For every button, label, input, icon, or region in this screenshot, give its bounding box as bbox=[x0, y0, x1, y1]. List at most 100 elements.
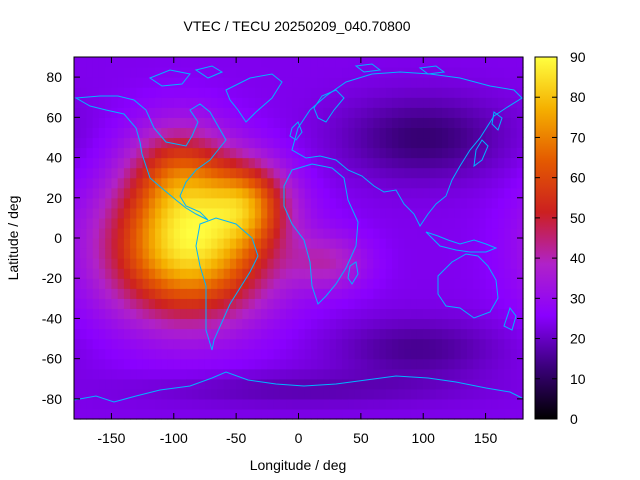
heatmap-cell bbox=[435, 318, 443, 330]
heatmap-cell bbox=[130, 278, 137, 289]
heatmap-cell bbox=[485, 248, 493, 259]
heatmap-cell bbox=[254, 187, 262, 199]
heatmap-cell bbox=[466, 368, 474, 380]
heatmap-cell bbox=[485, 117, 493, 128]
heatmap-cell bbox=[317, 177, 325, 189]
heatmap-cell bbox=[167, 77, 175, 88]
heatmap-cell bbox=[92, 358, 100, 370]
heatmap-cell bbox=[510, 348, 518, 360]
heatmap-cell bbox=[435, 358, 443, 370]
heatmap-cell bbox=[86, 147, 94, 159]
heatmap-cell bbox=[236, 338, 243, 350]
heatmap-cell bbox=[367, 408, 374, 420]
heatmap-cell bbox=[267, 197, 275, 209]
heatmap-cell bbox=[404, 278, 412, 289]
heatmap-cell bbox=[448, 328, 456, 340]
heatmap-cell bbox=[460, 197, 468, 209]
heatmap-cell bbox=[298, 248, 306, 259]
heatmap-cell bbox=[186, 268, 194, 279]
heatmap-cell bbox=[385, 107, 393, 118]
heatmap-cell bbox=[254, 147, 262, 159]
heatmap-cell bbox=[211, 167, 219, 179]
heatmap-cell bbox=[498, 358, 505, 370]
heatmap-cell bbox=[479, 117, 487, 128]
heatmap-cell bbox=[136, 328, 144, 340]
heatmap-cell bbox=[348, 127, 356, 139]
heatmap-cell bbox=[111, 147, 119, 159]
heatmap-cell bbox=[504, 147, 512, 159]
heatmap-cell bbox=[373, 147, 381, 159]
heatmap-cell bbox=[261, 268, 268, 279]
heatmap-cell bbox=[360, 288, 368, 299]
heatmap-cell bbox=[323, 338, 331, 350]
heatmap-cell bbox=[80, 248, 88, 259]
heatmap-cell bbox=[416, 107, 424, 118]
heatmap-cell bbox=[105, 238, 113, 249]
heatmap-cell bbox=[192, 368, 200, 380]
heatmap-cell bbox=[92, 137, 100, 149]
heatmap-cell bbox=[223, 288, 231, 299]
heatmap-cell bbox=[335, 238, 343, 249]
heatmap-cell bbox=[105, 328, 113, 340]
heatmap-cell bbox=[142, 187, 150, 199]
heatmap-cell bbox=[279, 398, 287, 410]
heatmap-cell bbox=[204, 157, 212, 169]
heatmap-cell bbox=[304, 258, 312, 269]
heatmap-cell bbox=[516, 348, 524, 360]
heatmap-cell bbox=[74, 408, 81, 420]
heatmap-cell bbox=[304, 227, 312, 239]
heatmap-cell bbox=[173, 328, 181, 340]
heatmap-cell bbox=[173, 338, 181, 350]
heatmap-cell bbox=[392, 258, 399, 269]
heatmap-cell bbox=[142, 328, 150, 340]
heatmap-cell bbox=[504, 248, 512, 259]
heatmap-cell bbox=[510, 268, 518, 279]
heatmap-cell bbox=[292, 187, 300, 199]
heatmap-cell bbox=[404, 197, 412, 209]
heatmap-cell bbox=[223, 207, 231, 219]
heatmap-cell bbox=[180, 248, 187, 259]
heatmap-cell bbox=[410, 338, 418, 350]
heatmap-cell bbox=[398, 238, 406, 249]
heatmap-cell bbox=[373, 197, 381, 209]
heatmap-cell bbox=[379, 378, 387, 390]
heatmap-cell bbox=[354, 207, 362, 219]
heatmap-cell bbox=[167, 388, 175, 400]
heatmap-cell bbox=[136, 197, 144, 209]
heatmap-cell bbox=[335, 57, 343, 68]
heatmap-cell bbox=[80, 298, 88, 309]
heatmap-cell bbox=[379, 87, 387, 98]
heatmap-cell bbox=[98, 338, 106, 350]
heatmap-cell bbox=[429, 167, 437, 179]
heatmap-cell bbox=[435, 157, 443, 169]
heatmap-cell bbox=[248, 197, 256, 209]
heatmap-cell bbox=[286, 177, 293, 189]
heatmap-cell bbox=[217, 338, 225, 350]
heatmap-cell bbox=[180, 258, 187, 269]
heatmap-cell bbox=[136, 368, 144, 380]
heatmap-cell bbox=[148, 248, 156, 259]
heatmap-cell bbox=[167, 107, 175, 118]
heatmap-cell bbox=[192, 288, 200, 299]
heatmap-cell bbox=[236, 378, 243, 390]
heatmap-cell bbox=[86, 238, 94, 249]
heatmap-cell bbox=[460, 408, 468, 420]
heatmap-cell bbox=[198, 177, 206, 189]
heatmap-cell bbox=[236, 197, 243, 209]
heatmap-cell bbox=[410, 167, 418, 179]
heatmap-cell bbox=[385, 388, 393, 400]
heatmap-cell bbox=[142, 117, 150, 128]
heatmap-cell bbox=[323, 368, 331, 380]
heatmap-cell bbox=[155, 298, 162, 309]
heatmap-cell bbox=[142, 408, 150, 420]
heatmap-cell bbox=[379, 107, 387, 118]
heatmap-cell bbox=[454, 67, 462, 78]
heatmap-cell bbox=[242, 137, 250, 149]
heatmap-cell bbox=[236, 137, 243, 149]
heatmap-cell bbox=[454, 248, 462, 259]
heatmap-cell bbox=[161, 177, 169, 189]
heatmap-cell bbox=[217, 137, 225, 149]
heatmap-cell bbox=[335, 227, 343, 239]
heatmap-cell bbox=[130, 248, 137, 259]
heatmap-cell bbox=[479, 408, 487, 420]
